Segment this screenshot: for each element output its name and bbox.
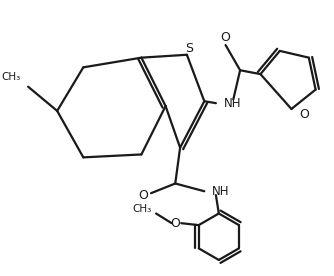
Text: O: O [138,189,148,201]
Text: NH: NH [212,185,229,198]
Text: O: O [221,31,230,44]
Text: O: O [299,108,309,121]
Text: O: O [171,217,180,230]
Text: S: S [185,43,193,55]
Text: NH: NH [224,97,241,110]
Text: CH₃: CH₃ [1,72,20,82]
Text: CH₃: CH₃ [132,204,151,214]
